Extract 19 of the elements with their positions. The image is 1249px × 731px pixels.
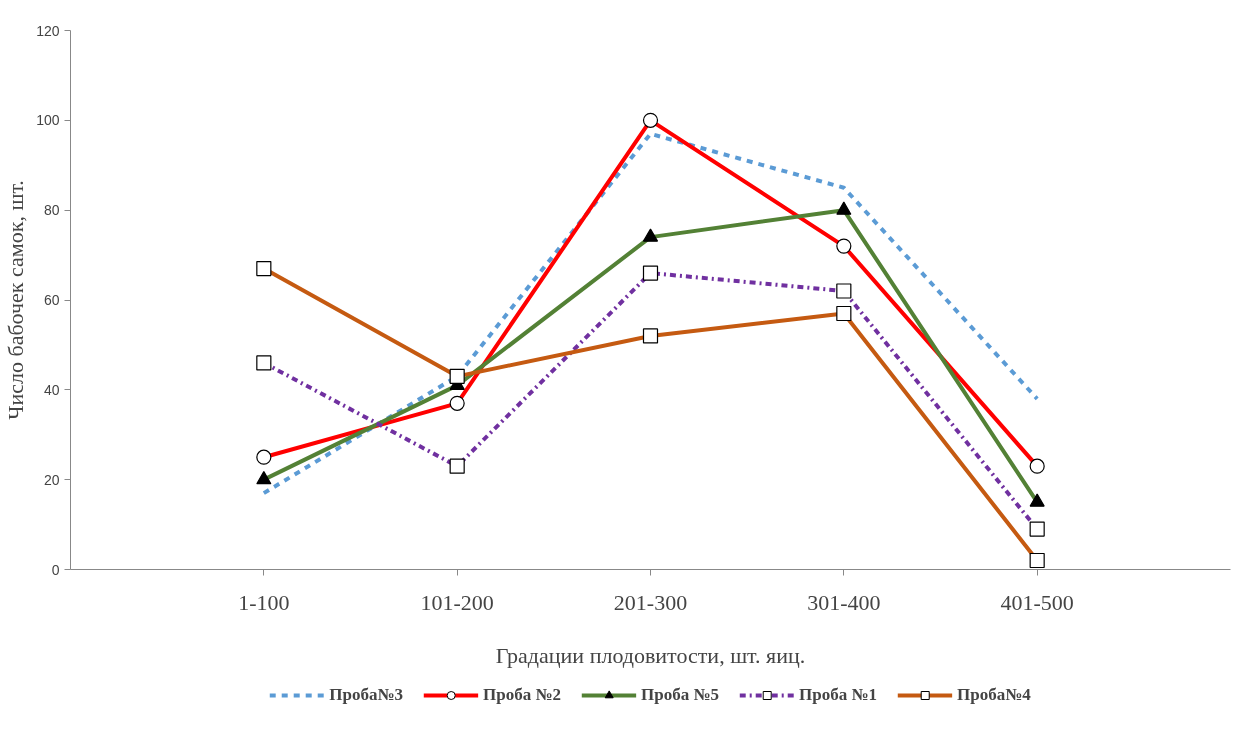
y-tick-label: 80 — [43, 202, 60, 219]
y-tick-label: 60 — [43, 292, 60, 308]
y-tick-label: 40 — [43, 381, 60, 398]
legend-label: Проба №5 — [640, 685, 720, 705]
x-tick-label: 101-200 — [420, 589, 494, 615]
legend-label: Проба №1 — [799, 685, 878, 705]
legend-label: Проба №2 — [482, 685, 561, 705]
y-tick-label: 100 — [36, 112, 60, 129]
y-tick-label: 0 — [51, 561, 60, 578]
y-axis-title: Число бабочек самок, шт. — [3, 180, 29, 420]
y-tick-label: 120 — [36, 22, 60, 39]
y-tick-label: 20 — [43, 471, 60, 488]
legend-label: Проба№4 — [957, 685, 1031, 705]
x-axis-title: Градации плодовитости, шт. яиц. — [495, 642, 806, 668]
x-tick-label: 401-500 — [1000, 589, 1074, 615]
x-tick-label: 201-300 — [613, 589, 688, 615]
x-tick-label: 1-100 — [238, 589, 290, 615]
x-tick-label: 301-400 — [807, 589, 881, 615]
legend-label: Проба№3 — [329, 685, 403, 705]
